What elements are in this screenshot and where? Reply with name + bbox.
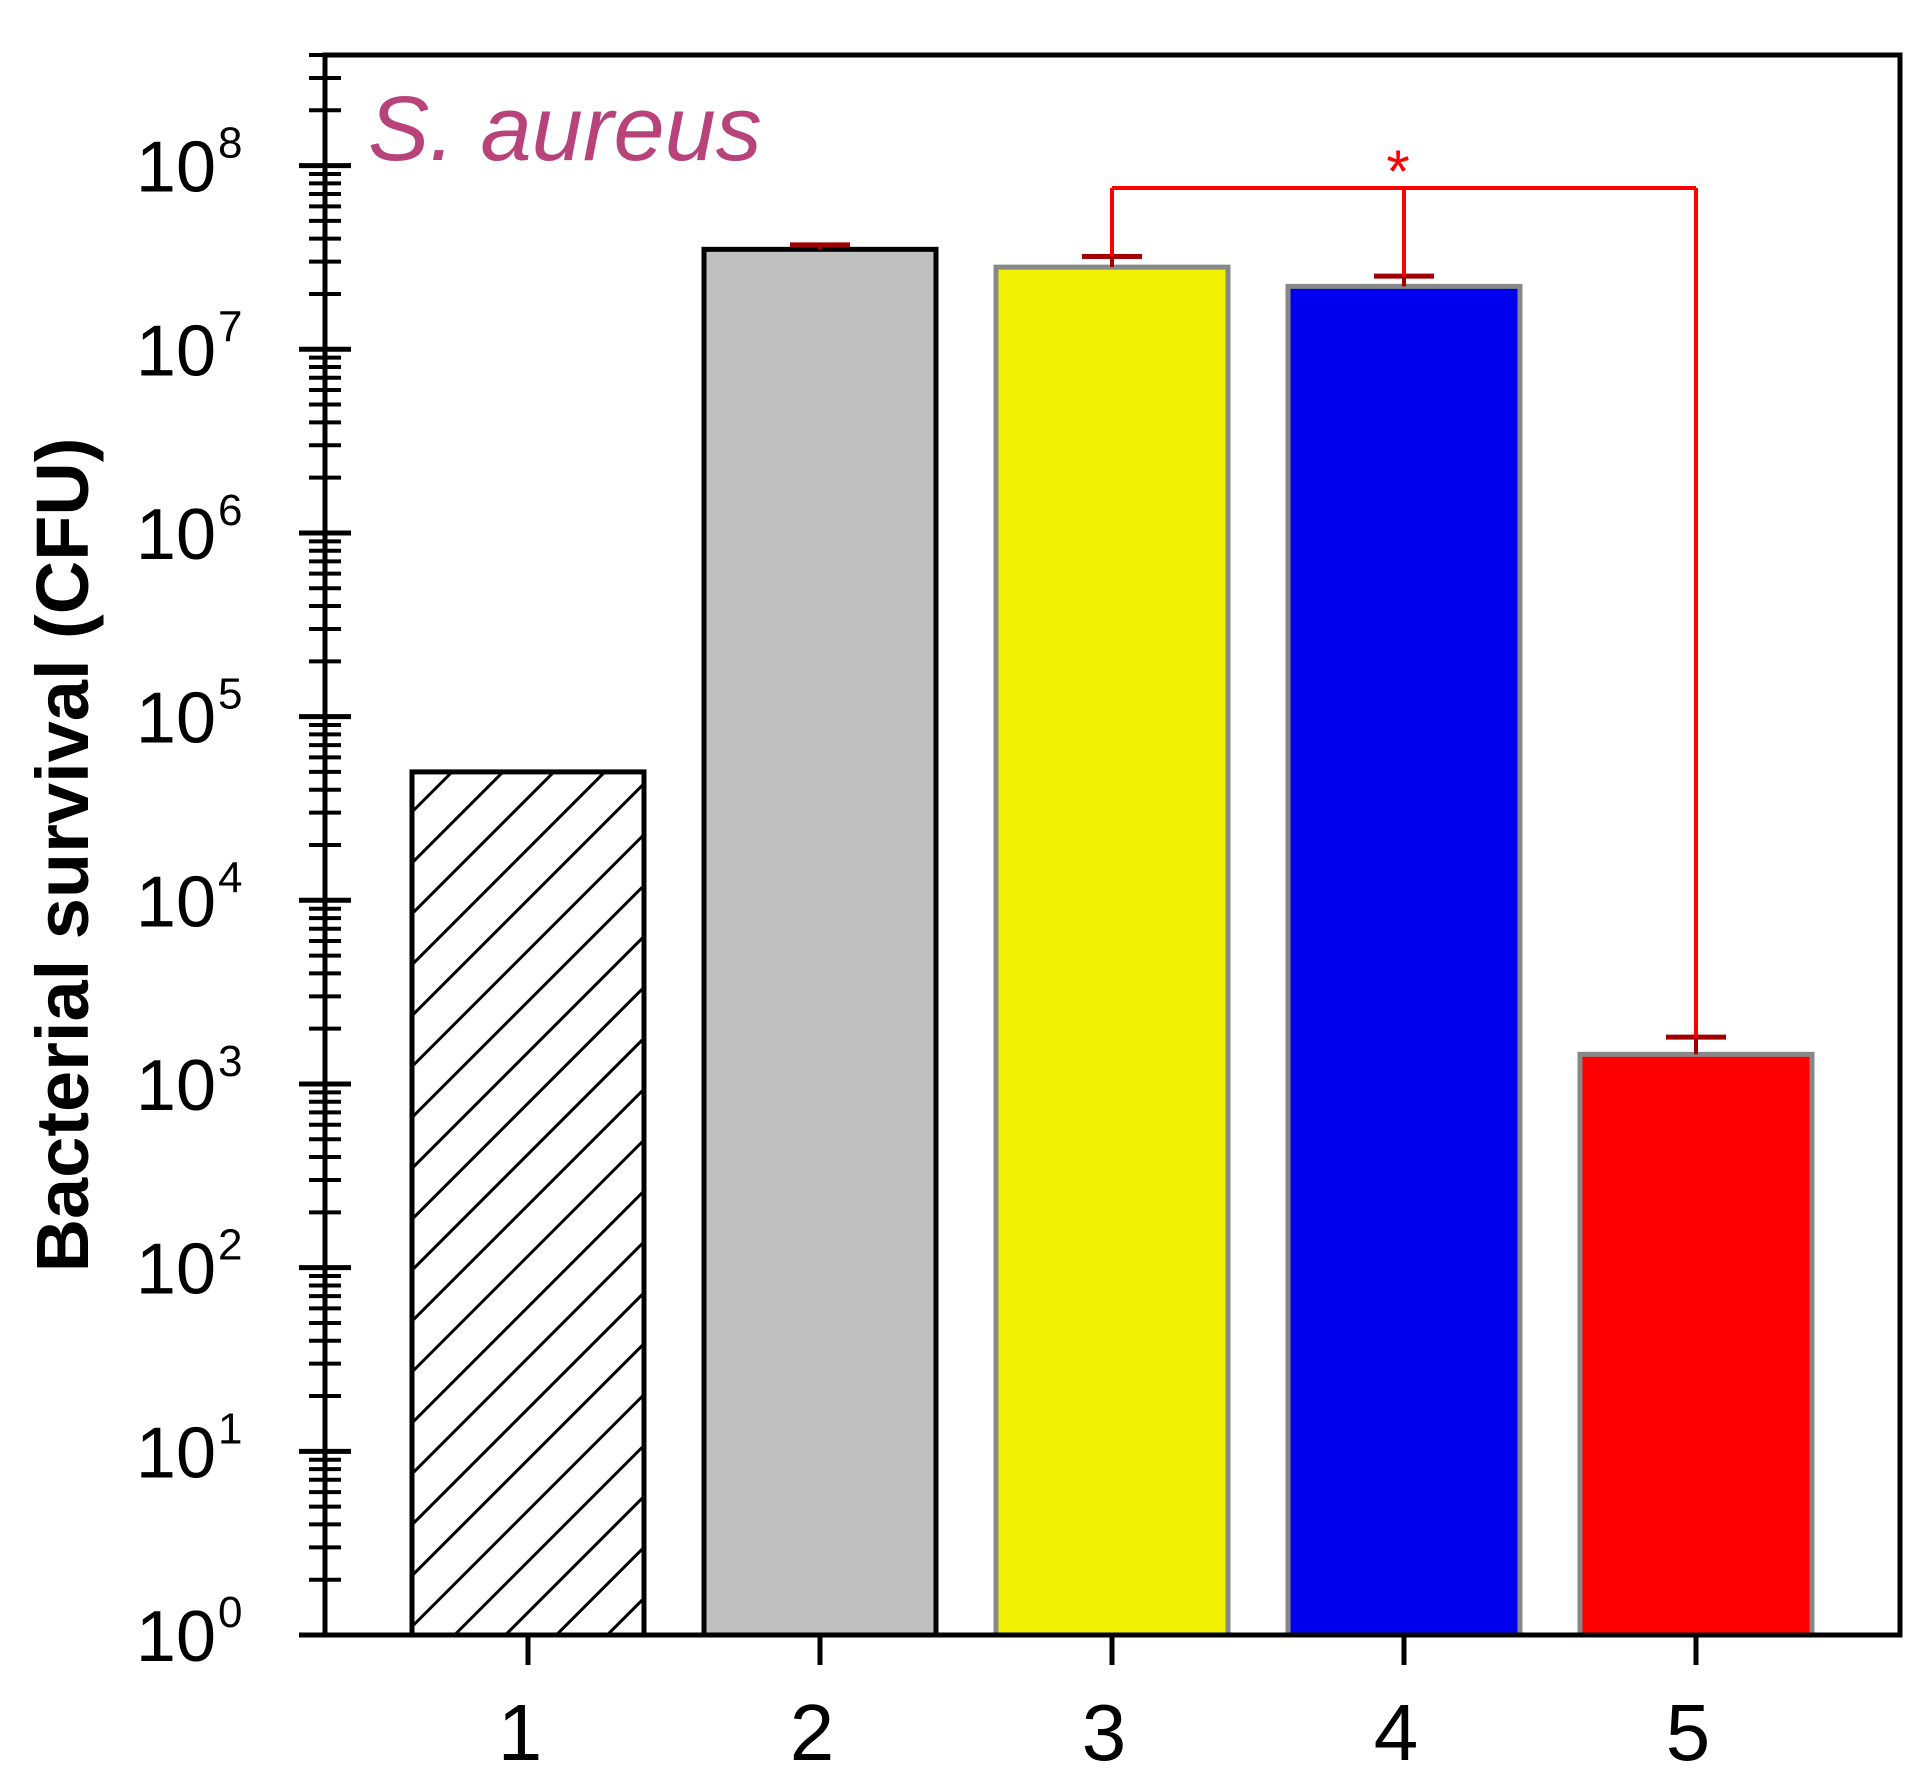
bar-4 [1285,283,1523,1638]
y-tick-base: 10 [136,311,216,391]
significance-bracket: * [1110,138,1698,1038]
y-tick-base: 10 [136,679,216,759]
y-tick-label-1e7: 10 7 [136,302,243,391]
y-tick-exponent: 8 [218,119,242,168]
organism-annotation: S. aureus [368,78,762,180]
y-tick-label-1e1: 10 1 [136,1404,243,1493]
y-tick-exponent: 6 [218,486,242,535]
x-tick-label-2: 2 [790,1688,835,1777]
bar-1 [409,769,647,1638]
y-tick-label-1e2: 10 2 [136,1221,243,1310]
bar-3 [993,264,1231,1638]
y-tick-label-1e8: 10 8 [136,119,243,208]
y-tick-exponent: 4 [218,853,242,902]
bars-group [409,246,1815,1638]
bar-5 [1577,1051,1815,1638]
y-tick-exponent: 3 [218,1037,242,1086]
bar-2 [701,246,939,1638]
y-tick-base: 10 [136,1597,216,1677]
y-tick-base: 10 [136,1230,216,1310]
y-tick-exponent: 2 [218,1221,242,1270]
y-tick-base: 10 [136,1046,216,1126]
y-tick-label-1e5: 10 5 [136,670,243,759]
x-tick-label-5: 5 [1666,1688,1711,1777]
x-tick-label-1: 1 [498,1688,543,1777]
y-tick-label-1e4: 10 4 [136,853,243,942]
y-tick-base: 10 [136,495,216,575]
y-axis-label: Bacterial survival (CFU) [21,438,104,1273]
y-tick-exponent: 5 [218,670,242,719]
x-axis: 1 2 3 4 5 [498,1635,1711,1777]
x-tick-label-3: 3 [1082,1688,1127,1777]
y-tick-label-1e3: 10 3 [136,1037,243,1126]
y-tick-exponent: 1 [218,1404,242,1453]
y-tick-exponent: 0 [218,1588,242,1637]
significance-star: * [1386,138,1409,205]
x-tick-label-4: 4 [1374,1688,1419,1777]
y-tick-label-1e0: 10 0 [136,1588,243,1677]
y-tick-base: 10 [136,862,216,942]
y-tick-exponent: 7 [218,302,242,351]
y-tick-base: 10 [136,1413,216,1493]
y-tick-label-1e6: 10 6 [136,486,243,575]
y-tick-base: 10 [136,128,216,208]
